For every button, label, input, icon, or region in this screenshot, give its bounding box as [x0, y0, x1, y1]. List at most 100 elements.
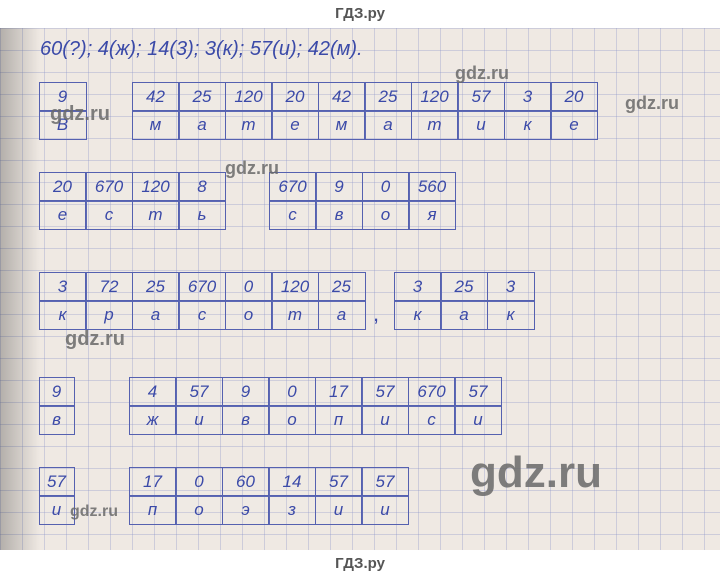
grid-cell: 25: [132, 272, 180, 302]
grid-cell: 57: [361, 467, 409, 497]
letter-row: ес ть: [40, 202, 226, 231]
cell-value: а: [337, 305, 346, 325]
cell-value: 57: [376, 382, 395, 402]
cell-value: о: [244, 305, 253, 325]
grid-cell: 72: [85, 272, 133, 302]
grid-cell: 560: [408, 172, 456, 202]
grid-cell: в: [315, 200, 363, 230]
grid-cell: 670: [178, 272, 226, 302]
grid-cell: о: [268, 405, 316, 435]
cell-value: и: [194, 410, 203, 430]
grid-cell: 120: [132, 172, 180, 202]
grid-cell: [85, 110, 133, 140]
cell-value: м: [150, 115, 162, 135]
cell-value: к: [58, 305, 66, 325]
number-row: 9: [40, 378, 75, 407]
grid-cell: 17: [129, 467, 177, 497]
cell-value: в: [52, 410, 61, 430]
grid-cell: 120: [411, 82, 459, 112]
cell-value: 120: [281, 277, 309, 297]
cell-value: 57: [469, 382, 488, 402]
grid-cell: 20: [39, 172, 87, 202]
cell-value: 25: [332, 277, 351, 297]
cell-value: с: [288, 205, 297, 225]
grid-cell: 20: [271, 82, 319, 112]
grid-cell: с: [408, 405, 456, 435]
letter-row: в: [40, 407, 75, 436]
cell-value: 42: [332, 87, 351, 107]
site-name-bottom: ГДЗ.ру: [335, 555, 385, 572]
grid-cell: а: [440, 300, 488, 330]
grid-cell: 57: [175, 377, 223, 407]
cell-value: 9: [241, 382, 250, 402]
cell-value: 57: [376, 472, 395, 492]
cell-value: 670: [95, 177, 123, 197]
grid-cell: 57: [361, 377, 409, 407]
table-group: 57 и: [40, 468, 75, 525]
table-group: 206701208есть: [40, 173, 226, 230]
grid-cell: 57: [315, 467, 363, 497]
grid-cell: 57: [39, 467, 75, 497]
cell-value: з: [288, 500, 296, 520]
grid-cell: 60: [222, 467, 270, 497]
table-group: 670 90560 сво я: [270, 173, 456, 230]
grid-cell: е: [550, 110, 598, 140]
grid-cell: а: [132, 300, 180, 330]
cell-value: 20: [53, 177, 72, 197]
cell-value: т: [148, 205, 162, 225]
grid-cell: а: [318, 300, 366, 330]
cell-value: 120: [234, 87, 262, 107]
grid-cell: с: [269, 200, 317, 230]
grid-cell: т: [271, 300, 319, 330]
cell-value: 57: [329, 472, 348, 492]
number-row: 670 90560: [270, 173, 456, 202]
grid-cell: 0: [175, 467, 223, 497]
cell-value: 670: [417, 382, 445, 402]
number-row: 9422512020422512057320: [40, 83, 598, 112]
grid-cell: о: [175, 495, 223, 525]
letter-row: поэзии: [130, 497, 409, 526]
grid-cell: 4: [129, 377, 177, 407]
cell-value: с: [198, 305, 207, 325]
grid-cell: е: [271, 110, 319, 140]
table-group: ,3253как: [395, 273, 535, 330]
grid-cell: а: [178, 110, 226, 140]
cell-value: с: [105, 205, 114, 225]
grid-cell: т: [411, 110, 459, 140]
cell-value: 57: [472, 87, 491, 107]
grid-cell: 3: [394, 272, 442, 302]
grid-cell: в: [39, 405, 75, 435]
cell-value: к: [523, 115, 531, 135]
grid-cell: 25: [364, 82, 412, 112]
cell-value: 57: [47, 472, 66, 492]
grid-cell: 120: [225, 82, 273, 112]
grid-cell: э: [222, 495, 270, 525]
grid-cell: ж: [129, 405, 177, 435]
cell-value: и: [52, 500, 61, 520]
grid-cell: ь: [178, 200, 226, 230]
letter-row: как: [395, 302, 535, 331]
table-group: 9в: [40, 378, 75, 435]
cell-value: е: [569, 115, 578, 135]
top-handwriting-line: 60(?); 4(ж); 14(3); 3(к); 57(и); 42(м).: [40, 38, 363, 61]
cell-value: 120: [420, 87, 448, 107]
grid-cell: 0: [268, 377, 316, 407]
cell-value: о: [381, 205, 390, 225]
grid-cell: 25: [440, 272, 488, 302]
grid-cell: 20: [550, 82, 598, 112]
grid-cell: и: [361, 495, 409, 525]
cell-value: р: [104, 305, 113, 325]
cell-value: э: [241, 500, 249, 520]
grid-cell: 0: [362, 172, 410, 202]
grid-cell: 9: [39, 377, 75, 407]
cell-value: и: [380, 410, 389, 430]
table-group: 37225670012025красота: [40, 273, 366, 330]
grid-cell: е: [39, 200, 87, 230]
grid-cell: 120: [271, 272, 319, 302]
cell-value: а: [459, 305, 468, 325]
grid-cell: в: [222, 405, 270, 435]
cell-value: 17: [143, 472, 162, 492]
grid-cell: 9: [315, 172, 363, 202]
cell-value: я: [427, 205, 436, 225]
cell-value: 670: [278, 177, 306, 197]
